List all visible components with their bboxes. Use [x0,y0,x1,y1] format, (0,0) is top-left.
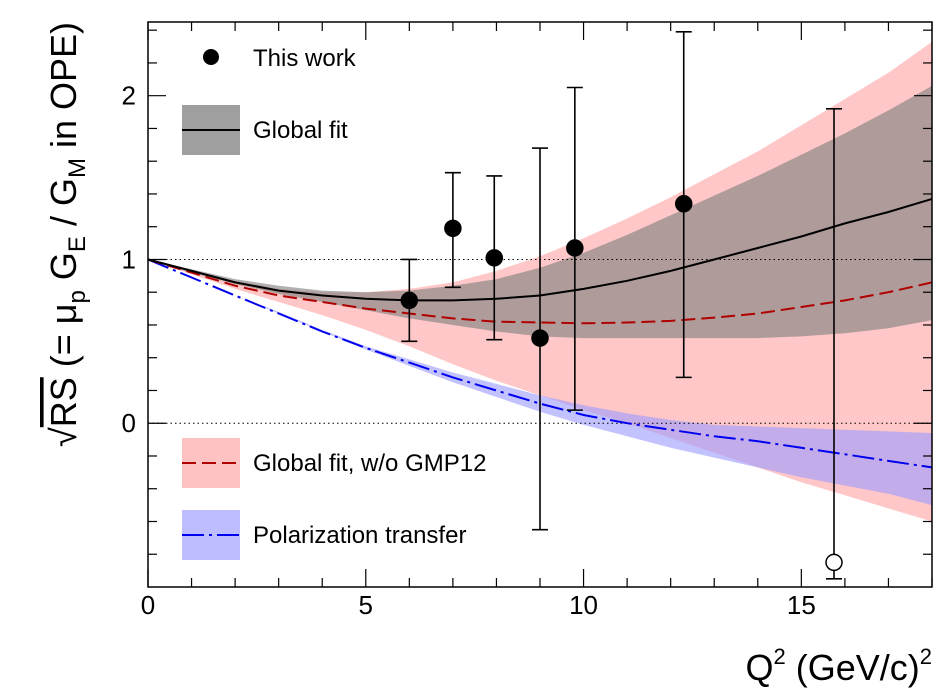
curve-0 [147,258,933,469]
x-axis-title-unit-exp: 2 [920,644,932,669]
legend-this-work-label: This work [253,45,357,72]
y-axis-title-p: p [64,290,91,303]
x-tick-label-3: 15 [787,590,816,620]
data-points [400,31,843,580]
data-point-4 [566,239,584,257]
data-point-0 [400,291,419,310]
legend: This work Global fit Global fit, w/o GMP… [182,45,486,560]
band-2 [148,85,932,339]
y-tick-label-2: 2 [122,81,136,111]
x-tick-label-2: 10 [569,590,598,620]
y-tick-label-1: 1 [122,244,136,274]
y-axis-title-rs: RS [43,377,84,427]
data-point-3 [531,329,549,347]
x-axis-title-exp: 2 [773,644,785,669]
y-axis-title-close: in OPE) [43,22,84,158]
axes: 0 5 10 15 0 1 2 [122,21,933,620]
open-data-point-0 [825,553,843,572]
legend-this-work-marker [203,49,219,65]
band-1 [148,259,932,506]
legend-global-fit-label: Global fit [253,117,348,144]
data-point-5 [674,195,693,213]
y-axis-title-group: √RS (= μp GE / GM in OPE) [43,22,91,447]
curve-1 [147,258,933,325]
y-axis-title-open: (= μ [43,303,84,377]
x-tick-label-0: 0 [141,590,155,620]
y-axis-title-e: E [64,236,91,252]
x-axis-title: Q2 (GeV/c)2 [745,644,932,688]
x-axis-title-q: Q [745,647,773,688]
data-point-2 [485,249,504,267]
y-axis-title-m: M [64,158,91,178]
x-tick-label-1: 5 [359,590,373,620]
y-axis-title-mid: / G [43,178,84,236]
legend-polarization-label: Polarization transfer [253,522,466,549]
x-axis-title-unit: (GeV/c) [796,647,920,688]
y-axis-title: √RS (= μp GE / GM in OPE) [43,22,91,447]
y-tick-label-0: 0 [122,408,136,438]
legend-global-fit-wo-label: Global fit, w/o GMP12 [253,450,486,477]
data-point-1 [444,219,462,238]
y-axis-title-root: √ [43,427,84,447]
y-axis-title-g1: G [43,252,84,290]
